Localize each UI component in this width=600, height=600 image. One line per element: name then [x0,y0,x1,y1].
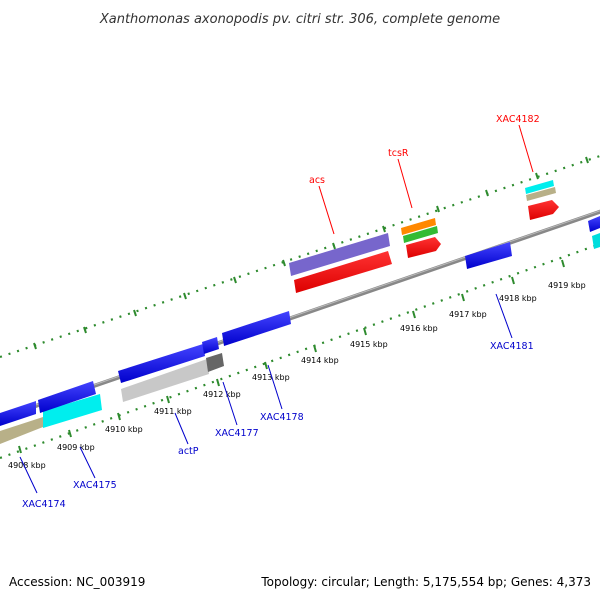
forward-major-ticks [33,156,589,350]
leader-lines [19,124,534,494]
gene-blue-c[interactable] [118,344,205,383]
ruler-label: 4917 kbp [449,310,487,319]
gene-actp-dark[interactable] [206,353,224,372]
gene-xac4181[interactable] [465,242,512,269]
gene-label-xac4178[interactable]: XAC4178 [260,412,304,423]
gene-tcsr-green[interactable] [403,226,438,243]
gene-acs[interactable] [289,233,390,276]
gene-acs-red[interactable] [294,251,392,293]
gene-label-xac4174[interactable]: XAC4174 [22,499,66,510]
ruler-label: 4912 kbp [203,390,241,399]
forward-tick-track [0,154,600,359]
gene-tcsr-red[interactable] [406,237,441,258]
ruler-label: 4909 kbp [57,443,95,452]
accession-text: Accession: NC_003919 [9,575,145,589]
gene-label-tcsr[interactable]: tcsR [388,148,409,159]
reverse-major-ticks [18,259,565,454]
ruler-label: 4911 kbp [154,407,192,416]
ruler-label: 4915 kbp [350,340,388,349]
genome-backbone-highlight [0,210,600,418]
gene-xac4182-cyan[interactable] [525,180,554,194]
ruler-label: 4914 kbp [301,356,339,365]
gene-label-xac4177[interactable]: XAC4177 [215,428,259,439]
ruler-label: 4910 kbp [105,425,143,434]
gene-labels: XAC4174 XAC4175 actP XAC4177 XAC4178 XAC… [22,114,540,510]
gene-label-acs[interactable]: acs [309,175,325,186]
ruler-label: 4916 kbp [400,324,438,333]
gene-xac4174[interactable] [0,417,43,444]
ruler-label: 4913 kbp [252,373,290,382]
genome-summary-text: Topology: circular; Length: 5,175,554 bp… [260,575,591,589]
reverse-genes [0,216,600,444]
map-title: Xanthomonas axonopodis pv. citri str. 30… [99,12,500,27]
ruler-labels: 4908 kbp 4909 kbp 4910 kbp 4911 kbp 4912… [8,281,586,470]
ruler-label: 4919 kbp [548,281,586,290]
gene-xac4178[interactable] [222,311,291,346]
gene-blue-b[interactable] [38,381,96,413]
gene-label-xac4182[interactable]: XAC4182 [496,114,540,125]
gene-actp[interactable] [121,359,209,402]
gene-xac4182-khaki[interactable] [526,187,556,201]
ruler-label: 4918 kbp [499,294,537,303]
ruler-label: 4908 kbp [8,461,46,470]
gene-xac4175-cyan[interactable] [43,394,102,428]
gene-tcsr-orange[interactable] [401,218,436,235]
gene-blue-edge[interactable] [588,216,600,232]
forward-genes [289,180,559,293]
gene-label-actp[interactable]: actP [178,446,199,457]
gene-cyan-edge[interactable] [592,233,600,249]
gene-xac4182-red[interactable] [528,200,559,220]
gene-label-xac4181[interactable]: XAC4181 [490,341,534,352]
gene-blue-d[interactable] [202,337,219,354]
gene-xac4174-blue[interactable] [0,401,36,426]
gene-label-xac4175[interactable]: XAC4175 [73,480,117,491]
